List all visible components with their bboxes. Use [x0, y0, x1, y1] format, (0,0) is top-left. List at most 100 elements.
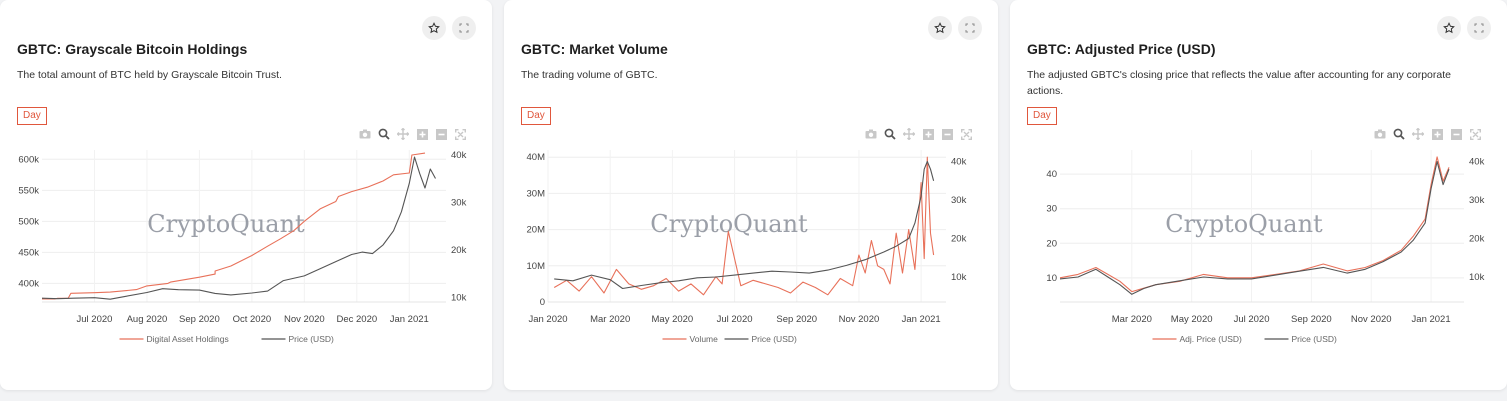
star-icon[interactable]: [928, 16, 952, 40]
y-left-tick-label: 30: [1046, 204, 1057, 215]
y-left-tick-label: 30M: [527, 188, 546, 199]
zoom-in-icon[interactable]: [922, 128, 934, 140]
y-right-tick-label: 40k: [1469, 157, 1485, 168]
zoom-in-icon[interactable]: [1431, 128, 1443, 140]
y-right-tick-label: 20k: [451, 245, 467, 256]
series-line-price: [41, 156, 436, 300]
y-left-tick-label: 40M: [527, 152, 546, 163]
zoom-icon[interactable]: [1393, 128, 1405, 140]
legend-label: Volume: [690, 334, 719, 344]
y-left-tick-label: 10M: [527, 261, 546, 272]
chart-modebar: [865, 128, 972, 140]
y-right-tick-label: 20k: [951, 234, 967, 245]
gridlines: [547, 150, 946, 303]
pan-icon[interactable]: [903, 128, 915, 140]
y-left-tick-label: 20M: [527, 225, 546, 236]
expand-icon[interactable]: [958, 16, 982, 40]
card-actions: [422, 16, 476, 40]
chart-title: GBTC: Adjusted Price (USD): [1027, 41, 1216, 57]
series-line-primary: [42, 152, 426, 300]
autoscale-icon[interactable]: [454, 128, 466, 140]
y-right-tick-label: 30k: [951, 195, 967, 206]
y-right-tick-label: 40k: [451, 150, 467, 161]
x-tick-label: Jul 2020: [1234, 314, 1270, 325]
x-tick-label: Jan 2021: [1412, 314, 1451, 325]
y-left-tick-label: 10: [1046, 273, 1057, 284]
chart-modebar: [359, 128, 466, 140]
pan-icon[interactable]: [397, 128, 409, 140]
zoom-out-icon[interactable]: [435, 128, 447, 140]
chart-plot[interactable]: 400k 450k 500k 550k 600k 10k 20k 30k 40k Jul 2020…: [0, 138, 492, 358]
series-line-price: [1059, 160, 1450, 295]
x-tick-label: Jan 2021: [390, 314, 429, 325]
y-left-tick-label: 500k: [18, 216, 39, 227]
series-line-primary: [553, 156, 935, 296]
x-tick-label: Jan 2020: [528, 314, 567, 325]
x-tick-label: Nov 2020: [839, 314, 880, 325]
card-actions: [1437, 16, 1491, 40]
zoom-out-icon[interactable]: [1450, 128, 1462, 140]
chart-plot[interactable]: 10 20 30 40 10k 20k 30k 40k Mar 2020 May 2020 Jul …: [1010, 138, 1507, 358]
y-left-tick-label: 550k: [18, 185, 39, 196]
y-left-tick-label: 600k: [18, 154, 39, 165]
chart-title: GBTC: Market Volume: [521, 41, 668, 57]
legend-label: Digital Asset Holdings: [147, 334, 229, 344]
interval-day-button[interactable]: Day: [521, 107, 551, 125]
chart-card-market-volume: GBTC: Market Volume The trading volume o…: [504, 0, 998, 390]
chart-legend: Digital Asset Holdings Price (USD): [119, 334, 335, 344]
y-left-tick-label: 0: [540, 297, 545, 308]
x-tick-label: Aug 2020: [127, 314, 168, 325]
y-right-tick-label: 30k: [451, 197, 467, 208]
y-right-tick-label: 30k: [1469, 195, 1485, 206]
gridlines: [1060, 150, 1464, 303]
legend-label: Price (USD): [1292, 334, 1338, 344]
x-tick-label: Oct 2020: [233, 314, 272, 325]
x-tick-label: Sep 2020: [179, 314, 220, 325]
chart-card-grayscale-holdings: GBTC: Grayscale Bitcoin Holdings The tot…: [0, 0, 492, 390]
camera-icon[interactable]: [359, 128, 371, 140]
x-tick-label: Sep 2020: [1291, 314, 1332, 325]
x-tick-label: Jul 2020: [77, 314, 113, 325]
star-icon[interactable]: [422, 16, 446, 40]
watermark-logo: CryptoQuant: [147, 210, 305, 238]
chart-legend: Volume Price (USD): [662, 334, 798, 344]
camera-icon[interactable]: [865, 128, 877, 140]
x-tick-label: Nov 2020: [1351, 314, 1392, 325]
x-tick-label: Jan 2021: [902, 314, 941, 325]
autoscale-icon[interactable]: [960, 128, 972, 140]
series-line-primary: [1059, 156, 1450, 293]
y-left-tick-label: 450k: [18, 247, 39, 258]
interval-day-button[interactable]: Day: [1027, 107, 1057, 125]
x-tick-label: Sep 2020: [776, 314, 817, 325]
y-right-tick-label: 20k: [1469, 234, 1485, 245]
y-left-tick-label: 40: [1046, 169, 1057, 180]
interval-day-button[interactable]: Day: [17, 107, 47, 125]
card-actions: [928, 16, 982, 40]
chart-title: GBTC: Grayscale Bitcoin Holdings: [17, 41, 248, 57]
zoom-icon[interactable]: [378, 128, 390, 140]
chart-card-adjusted-price: GBTC: Adjusted Price (USD) The adjusted …: [1010, 0, 1507, 390]
legend-label: Price (USD): [752, 334, 798, 344]
x-tick-label: Jul 2020: [717, 314, 753, 325]
expand-icon[interactable]: [1467, 16, 1491, 40]
x-tick-label: Mar 2020: [1112, 314, 1152, 325]
x-tick-label: Mar 2020: [590, 314, 630, 325]
zoom-out-icon[interactable]: [941, 128, 953, 140]
y-right-tick-label: 10k: [451, 292, 467, 303]
watermark-logo: CryptoQuant: [1165, 210, 1323, 238]
x-tick-label: Dec 2020: [336, 314, 377, 325]
zoom-icon[interactable]: [884, 128, 896, 140]
chart-description: The adjusted GBTC's closing price that r…: [1027, 69, 1451, 97]
x-tick-label: Nov 2020: [284, 314, 325, 325]
zoom-in-icon[interactable]: [416, 128, 428, 140]
star-icon[interactable]: [1437, 16, 1461, 40]
pan-icon[interactable]: [1412, 128, 1424, 140]
camera-icon[interactable]: [1374, 128, 1386, 140]
gridlines: [42, 150, 446, 303]
chart-plot[interactable]: 0 10M 20M 30M 40M 10k 20k 30k 40k Jan 2020 Mar 202…: [504, 138, 998, 358]
x-tick-label: May 2020: [1171, 314, 1213, 325]
autoscale-icon[interactable]: [1469, 128, 1481, 140]
y-right-tick-label: 40k: [951, 157, 967, 168]
legend-label: Price (USD): [289, 334, 335, 344]
expand-icon[interactable]: [452, 16, 476, 40]
